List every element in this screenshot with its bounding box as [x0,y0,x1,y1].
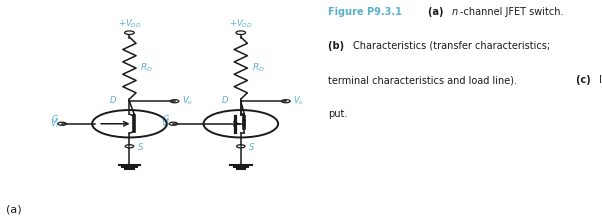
Text: In-: In- [600,75,602,85]
Text: $+V_{DD}$: $+V_{DD}$ [117,17,141,30]
Text: Figure P9.3.1: Figure P9.3.1 [328,7,405,17]
Text: (b): (b) [328,41,347,51]
Text: -channel JFET switch.: -channel JFET switch. [460,7,563,17]
Text: put.: put. [328,109,347,119]
Text: $V_o$: $V_o$ [293,95,304,107]
Text: $V_o$: $V_o$ [182,95,193,107]
Text: $G$: $G$ [163,113,170,124]
Text: Characteristics (transfer characteristics;: Characteristics (transfer characteristic… [353,41,550,51]
Text: $S$: $S$ [137,141,144,152]
Text: $D$: $D$ [110,94,117,105]
Text: $R_D$: $R_D$ [140,62,153,74]
Text: (c): (c) [576,75,594,85]
Text: (a): (a) [6,204,22,214]
Text: n: n [452,7,458,17]
Text: $+V_{DD}$: $+V_{DD}$ [229,17,253,30]
Text: $S$: $S$ [248,141,255,152]
Text: $V_i$: $V_i$ [161,118,170,130]
Text: $D$: $D$ [221,94,229,105]
Text: $R_D$: $R_D$ [252,62,264,74]
Text: $G$: $G$ [51,113,59,124]
Text: terminal characteristics and load line).: terminal characteristics and load line). [328,75,520,85]
Text: $V_i$: $V_i$ [49,118,59,130]
Text: (a): (a) [428,7,447,17]
